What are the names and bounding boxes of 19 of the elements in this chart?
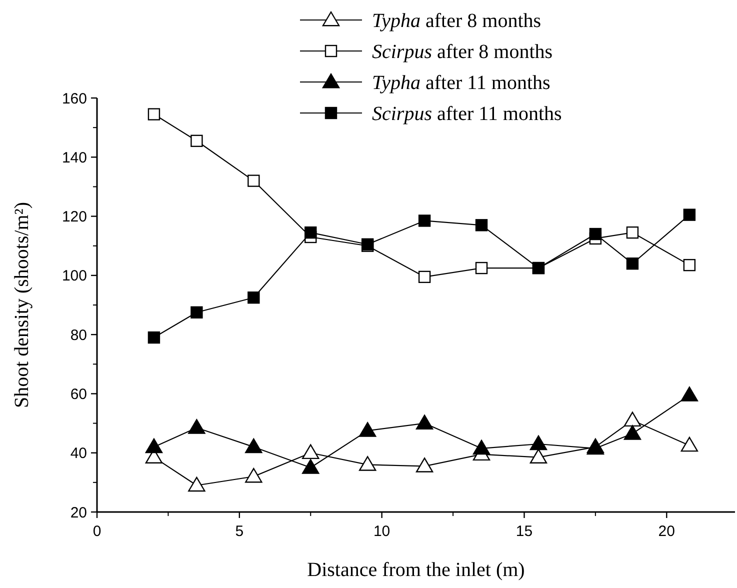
- y-tick-label: 40: [70, 445, 87, 462]
- y-tick-label: 60: [70, 386, 87, 403]
- legend-label: Scirpus after 8 months: [372, 41, 553, 63]
- y-tick-label: 120: [62, 208, 87, 226]
- y-tick-label: 20: [70, 504, 87, 522]
- x-tick-label: 10: [373, 523, 390, 540]
- x-tick-label: 5: [235, 523, 244, 540]
- legend-label: Typha after 11 months: [372, 72, 551, 94]
- x-tick-label: 15: [516, 523, 533, 540]
- x-tick-label: 0: [92, 523, 102, 540]
- x-axis-title: Distance from the inlet (m): [307, 559, 525, 581]
- y-axis-title: Shoot density (shoots/m²): [11, 202, 33, 408]
- y-tick-label: 80: [70, 326, 87, 344]
- legend-label: Typha after 8 months: [372, 10, 542, 32]
- legend-label: Scirpus after 11 months: [372, 103, 562, 125]
- y-tick-label: 100: [62, 268, 87, 285]
- y-tick-label: 160: [62, 90, 87, 108]
- x-tick-label: 20: [658, 523, 675, 540]
- y-tick-label: 140: [62, 149, 87, 166]
